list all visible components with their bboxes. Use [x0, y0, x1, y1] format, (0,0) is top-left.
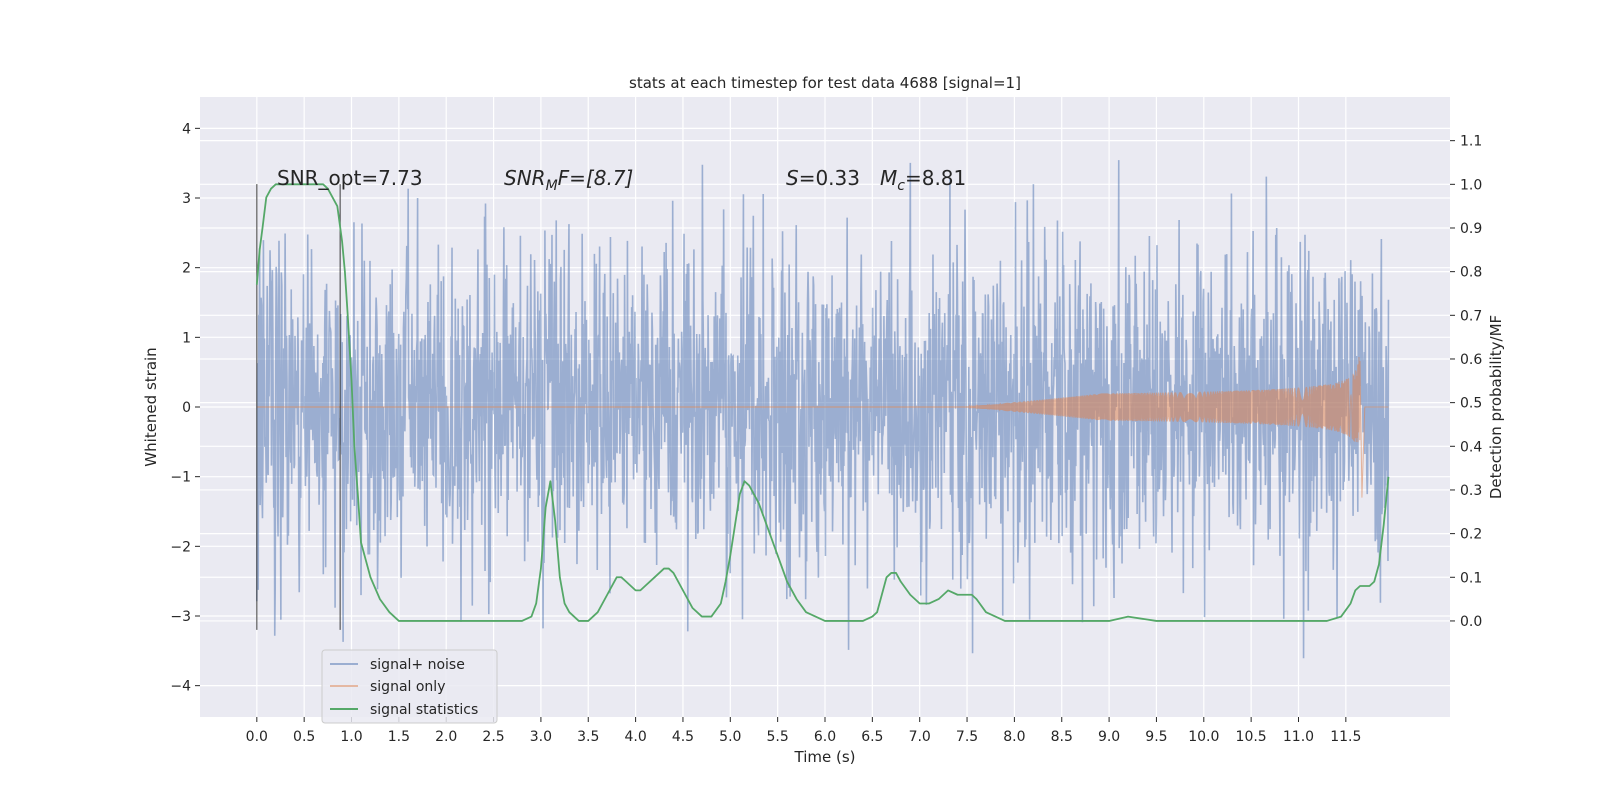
x-tick-label: 4.5	[672, 729, 694, 745]
y2-axis-label: Detection probability/MF	[1487, 315, 1505, 499]
x-tick-label: 6.5	[861, 729, 883, 745]
legend-box	[321, 649, 498, 724]
y2-tick-label: 0.2	[1460, 527, 1482, 543]
series-signal-statistics	[255, 183, 1390, 622]
y2-tick-label: 1.1	[1460, 134, 1482, 150]
y-axis-label: Whitened strain	[142, 347, 160, 466]
y-axis-right: 0.0 0.1 0.2 0.3 0.4 0.5 0.6 0.7 0.8 0.9 1.0 1.1	[1450, 134, 1482, 630]
x-tick-label: 10.5	[1236, 729, 1267, 745]
x-tick-label: 2.5	[482, 729, 504, 745]
y-tick-label: 1	[182, 330, 191, 346]
y2-tick-label: 0.0	[1460, 614, 1482, 630]
annotation-s-rest: =0.33	[799, 166, 860, 190]
y2-tick-label: 0.3	[1460, 483, 1482, 499]
legend-label-signal-noise: signal+ noise	[370, 657, 465, 673]
annotation-mc: Mc=8.81	[880, 166, 966, 194]
x-axis: 0.0 0.5 1.0 1.5 2.0 2.5 3.0 3.5 4.0 4.5 5.0 5.5 6.0 6…	[246, 717, 1361, 745]
x-tick-label: 8.5	[1051, 729, 1073, 745]
y2-tick-label: 0.5	[1460, 396, 1482, 412]
vertical-markers	[256, 184, 341, 630]
annotation-snr-mf-base: SNR	[504, 166, 546, 190]
x-tick-label: 3.0	[530, 729, 552, 745]
x-tick-label: 5.5	[767, 729, 789, 745]
y-tick-label: −1	[170, 470, 191, 486]
annotation-s-base: S	[786, 166, 799, 190]
x-axis-label: Time (s)	[794, 748, 856, 766]
x-tick-label: 7.5	[956, 729, 978, 745]
x-tick-label: 10.0	[1188, 729, 1219, 745]
x-tick-label: 1.0	[340, 729, 362, 745]
x-tick-label: 6.0	[814, 729, 836, 745]
x-tick-label: 11.5	[1330, 729, 1361, 745]
y2-tick-label: 0.4	[1460, 439, 1482, 455]
x-tick-label: 11.0	[1283, 729, 1314, 745]
signal-statistics-line	[255, 183, 1390, 622]
y-tick-label: 2	[182, 261, 191, 277]
signal-noise-line	[256, 160, 1390, 659]
y2-tick-label: 0.1	[1460, 570, 1482, 586]
y-tick-label: −3	[170, 609, 191, 625]
x-tick-label: 0.0	[246, 729, 268, 745]
x-tick-label: 1.5	[388, 729, 410, 745]
annotation-mc-sub: c	[897, 178, 905, 194]
chart-title: stats at each timestep for test data 468…	[629, 74, 1021, 92]
annotation-snr-opt: SNR_opt=7.73	[277, 166, 423, 190]
annotation-mc-rest: =8.81	[905, 166, 966, 190]
annotation-snr-mf-sub: M	[546, 178, 558, 194]
x-tick-label: 7.0	[909, 729, 931, 745]
signal-only-line	[966, 357, 1389, 498]
y2-tick-label: 0.9	[1460, 221, 1482, 237]
annotation-mc-base: M	[880, 166, 897, 190]
x-tick-label: 3.5	[577, 729, 599, 745]
x-tick-label: 8.0	[1003, 729, 1025, 745]
y2-tick-label: 0.6	[1460, 352, 1482, 368]
series-signal-only	[256, 357, 1389, 498]
annotation-snr-mf-rest: F=[8.7]	[558, 166, 634, 190]
annotation-s: S=0.33	[786, 166, 860, 190]
x-tick-label: 9.5	[1145, 729, 1167, 745]
x-tick-label: 2.0	[435, 729, 457, 745]
y-axis-left: −4 −3 −2 −1 0 1 2 3 4	[170, 121, 200, 695]
series-signal-noise	[256, 160, 1390, 659]
y-tick-label: 4	[182, 121, 191, 137]
y-tick-label: −2	[170, 539, 191, 555]
y-tick-label: 3	[182, 191, 191, 207]
y2-tick-label: 0.7	[1460, 308, 1482, 324]
y2-tick-label: 0.8	[1460, 265, 1482, 281]
x-tick-label: 4.0	[624, 729, 646, 745]
annotation-snr-mf: SNRMF=[8.7]	[504, 166, 633, 194]
x-tick-label: 0.5	[293, 729, 315, 745]
x-tick-label: 5.0	[719, 729, 741, 745]
annotations: SNR_opt=7.73 SNRMF=[8.7] S=0.33 Mc=8.81	[277, 166, 966, 194]
y2-tick-label: 1.0	[1460, 177, 1482, 193]
y-tick-label: −4	[170, 679, 191, 695]
x-tick-label: 9.0	[1098, 729, 1120, 745]
legend-label-signal-only: signal only	[370, 679, 445, 695]
y-tick-label: 0	[182, 400, 191, 416]
legend: signal+ noise signal only signal statist…	[321, 649, 498, 724]
legend-label-signal-statistics: signal statistics	[370, 702, 478, 718]
